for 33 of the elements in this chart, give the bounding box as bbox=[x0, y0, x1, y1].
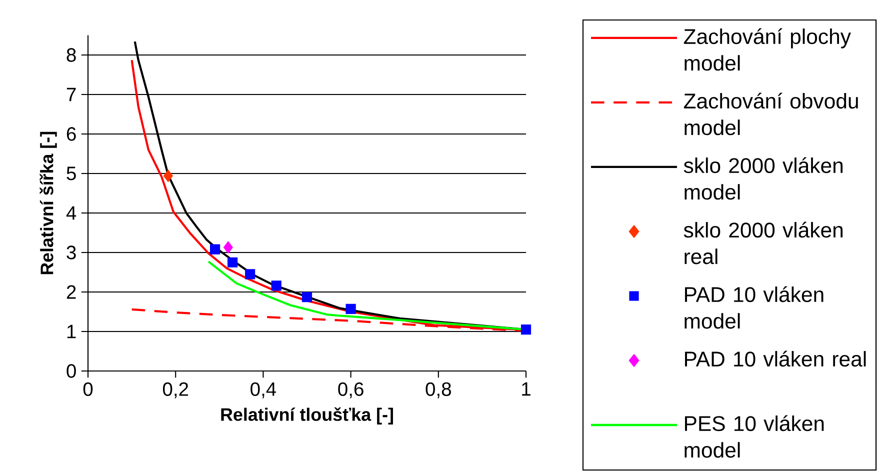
legend-label: Zachování plochy model bbox=[684, 28, 851, 71]
y-tick-label: 7 bbox=[66, 88, 76, 102]
y-tick-label: 5 bbox=[66, 166, 76, 180]
x-axis-title: Relativní tloušťka [-] bbox=[221, 407, 393, 424]
y-tick-label: 2 bbox=[66, 285, 76, 299]
legend-label: Zachování obvodu model bbox=[684, 92, 858, 136]
legend-label: PES 10 vláken model bbox=[684, 415, 824, 458]
point bbox=[163, 170, 173, 182]
x-tick-label: 1 bbox=[522, 382, 530, 396]
x-tick-label: 0,2 bbox=[162, 382, 188, 398]
y-axis-title: Relativní šířka [-] bbox=[40, 132, 57, 274]
y-tick-label: 8 bbox=[66, 48, 76, 62]
y-tick-label: 3 bbox=[66, 246, 76, 260]
point bbox=[302, 292, 312, 302]
legend-label: sklo 2000 vláken real bbox=[684, 222, 843, 264]
x-tick-label: 0,8 bbox=[426, 382, 451, 398]
legend-label: PAD 10 vláken model bbox=[684, 286, 824, 329]
point bbox=[227, 257, 238, 268]
point bbox=[520, 324, 532, 335]
point bbox=[210, 244, 220, 254]
point bbox=[245, 269, 256, 280]
y-tick-label: 6 bbox=[66, 127, 76, 141]
legend-label: sklo 2000 vláken model bbox=[684, 157, 843, 200]
y-tick-label: 1 bbox=[67, 324, 76, 338]
point bbox=[346, 304, 356, 314]
x-tick-label: 0,4 bbox=[250, 382, 276, 398]
x-tick-label: 0 bbox=[83, 382, 93, 396]
point bbox=[223, 241, 233, 254]
y-tick-label: 0 bbox=[66, 364, 76, 378]
point bbox=[271, 280, 282, 291]
x-tick-label: 0,6 bbox=[338, 382, 364, 398]
y-tick-label: 4 bbox=[66, 206, 76, 220]
legend-label: PAD 10 vláken real bbox=[685, 350, 866, 367]
